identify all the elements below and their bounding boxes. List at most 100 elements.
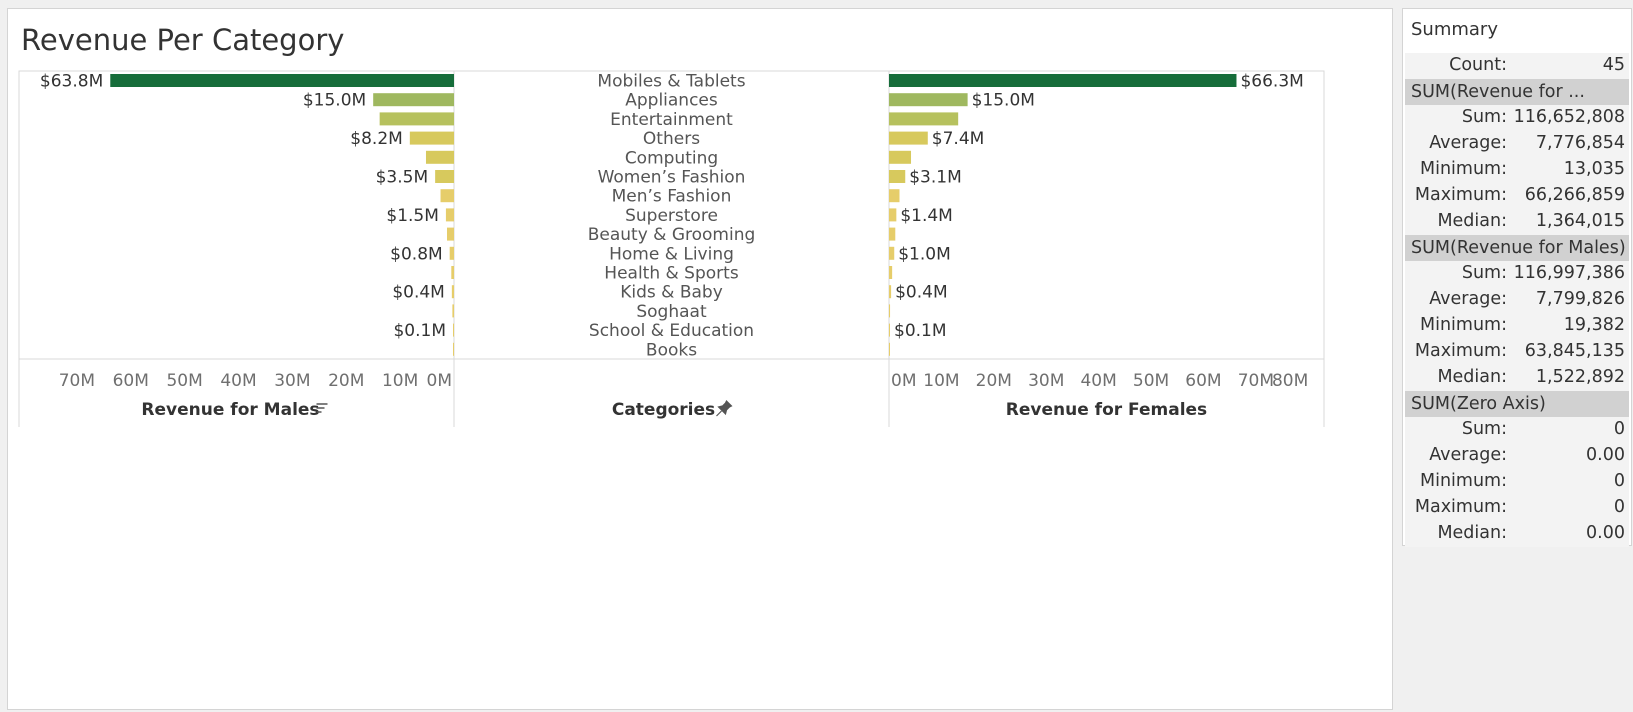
category-label: Others: [643, 129, 700, 149]
summary-count-row: Count: 45: [1405, 53, 1629, 79]
bar-male: [446, 227, 454, 241]
summary-row: Minimum: 13,035: [1405, 157, 1629, 183]
bar-female: [889, 150, 912, 164]
summary-row-label: Average:: [1429, 133, 1507, 153]
summary-row-label: Sum:: [1461, 263, 1507, 283]
bar-label-male: $0.8M: [390, 244, 443, 264]
bar-female: [889, 131, 928, 145]
tick-label-male: 50M: [166, 371, 202, 391]
bar-female: [889, 189, 900, 203]
summary-row-value: 66,266,859: [1524, 185, 1625, 205]
bar-female: [889, 304, 891, 318]
summary-row-label: Sum:: [1461, 419, 1507, 439]
bar-female: [889, 112, 959, 126]
category-label: Soghaat: [636, 302, 707, 322]
category-label: Entertainment: [610, 110, 733, 130]
summary-title: Summary: [1411, 19, 1498, 40]
summary-row-value: 116,997,386: [1513, 263, 1625, 283]
summary-row-label: Maximum:: [1414, 185, 1507, 205]
summary-row: Average: 7,776,854: [1405, 131, 1629, 157]
summary-row: Maximum: 0: [1405, 495, 1629, 521]
tick-label-male: 20M: [328, 371, 364, 391]
summary-count-value: 45: [1602, 55, 1625, 75]
category-label: Beauty & Grooming: [588, 225, 756, 245]
bar-label-female: $1.4M: [900, 206, 953, 226]
summary-row-value: 0.00: [1586, 445, 1625, 465]
bar-female: [889, 170, 906, 183]
tick-label-female: 40M: [1080, 371, 1116, 391]
bar-label-male: $15.0M: [303, 91, 366, 111]
category-label: Appliances: [625, 91, 718, 111]
bar-label-male: $8.2M: [350, 129, 403, 149]
summary-row: Sum: 116,652,808: [1405, 105, 1629, 131]
bar-male: [435, 170, 454, 183]
bar-female: [889, 342, 890, 356]
tick-label-female: 0M: [891, 371, 916, 391]
bar-label-male: $1.5M: [386, 206, 439, 226]
summary-groups: SUM(Revenue for ... Sum: 116,652,808 Averag…: [1405, 79, 1629, 547]
bar-label-female: $7.4M: [932, 129, 985, 149]
bar-male: [449, 246, 454, 260]
bar-label-male: $63.8M: [40, 72, 103, 92]
summary-row-label: Minimum:: [1420, 471, 1507, 491]
axis-title-categories: Categories: [612, 400, 715, 420]
bar-female: [889, 285, 892, 299]
bar-male: [451, 285, 454, 299]
bar-male: [110, 74, 454, 87]
tick-label-male: 40M: [220, 371, 256, 391]
summary-row: Sum: 116,997,386: [1405, 261, 1629, 287]
category-label: Mobiles & Tablets: [597, 72, 745, 92]
summary-group-header: SUM(Revenue for ...: [1405, 79, 1629, 105]
bar-female: [889, 246, 895, 260]
bar-male: [425, 150, 454, 164]
bar-male: [453, 323, 454, 337]
bar-label-female: $3.1M: [909, 168, 962, 188]
summary-row-value: 0: [1613, 471, 1625, 491]
bar-label-female: $66.3M: [1240, 72, 1303, 92]
summary-row-value: 1,364,015: [1535, 211, 1625, 231]
tick-label-female: 70M: [1238, 371, 1274, 391]
tick-label-male: 70M: [59, 371, 95, 391]
tick-label-female: 60M: [1185, 371, 1221, 391]
tick-label-male: 60M: [113, 371, 149, 391]
tick-label-male: 10M: [382, 371, 418, 391]
summary-row-value: 1,522,892: [1535, 367, 1625, 387]
summary-row-value: 13,035: [1563, 159, 1625, 179]
bar-label-female: $0.1M: [894, 321, 947, 341]
summary-row-value: 19,382: [1563, 315, 1625, 335]
tick-label-female: 80M: [1272, 371, 1308, 391]
summary-body: Count: 45 SUM(Revenue for ... Sum: 116,652…: [1405, 53, 1629, 547]
bar-label-female: $1.0M: [898, 244, 951, 264]
category-label: Superstore: [625, 206, 718, 226]
tick-label-male: 0M: [427, 371, 452, 391]
summary-row-value: 0.00: [1586, 523, 1625, 543]
bar-female: [889, 93, 968, 107]
summary-row-value: 63,845,135: [1524, 341, 1625, 361]
summary-row-value: 0: [1613, 419, 1625, 439]
summary-row: Minimum: 19,382: [1405, 313, 1629, 339]
bar-male: [409, 131, 454, 145]
summary-row-label: Minimum:: [1420, 315, 1507, 335]
summary-row: Median: 1,364,015: [1405, 209, 1629, 235]
revenue-chart: Mobiles & Tablets $63.8M $66.3M Appliances $…: [18, 70, 1325, 427]
pin-icon: [716, 399, 733, 417]
summary-card: Summary Count: 45 SUM(Revenue for ... Sum…: [1402, 8, 1632, 547]
bar-male: [453, 342, 454, 356]
bar-male: [451, 266, 454, 279]
category-label: Women’s Fashion: [598, 168, 746, 188]
category-label: Health & Sports: [604, 264, 739, 284]
bar-male: [379, 112, 454, 126]
bar-label-male: $0.4M: [392, 283, 445, 303]
summary-row: Maximum: 66,266,859: [1405, 183, 1629, 209]
bar-female: [889, 208, 897, 222]
bar-label-female: $15.0M: [972, 91, 1035, 111]
axis-title-female: Revenue for Females: [1006, 400, 1207, 420]
tick-label-male: 30M: [274, 371, 310, 391]
summary-row-label: Minimum:: [1420, 159, 1507, 179]
tick-label-female: 10M: [923, 371, 959, 391]
category-label: Men’s Fashion: [612, 187, 732, 207]
summary-row-label: Sum:: [1461, 107, 1507, 127]
tick-label-female: 50M: [1133, 371, 1169, 391]
summary-count-label: Count:: [1449, 55, 1507, 75]
summary-row: Minimum: 0: [1405, 469, 1629, 495]
